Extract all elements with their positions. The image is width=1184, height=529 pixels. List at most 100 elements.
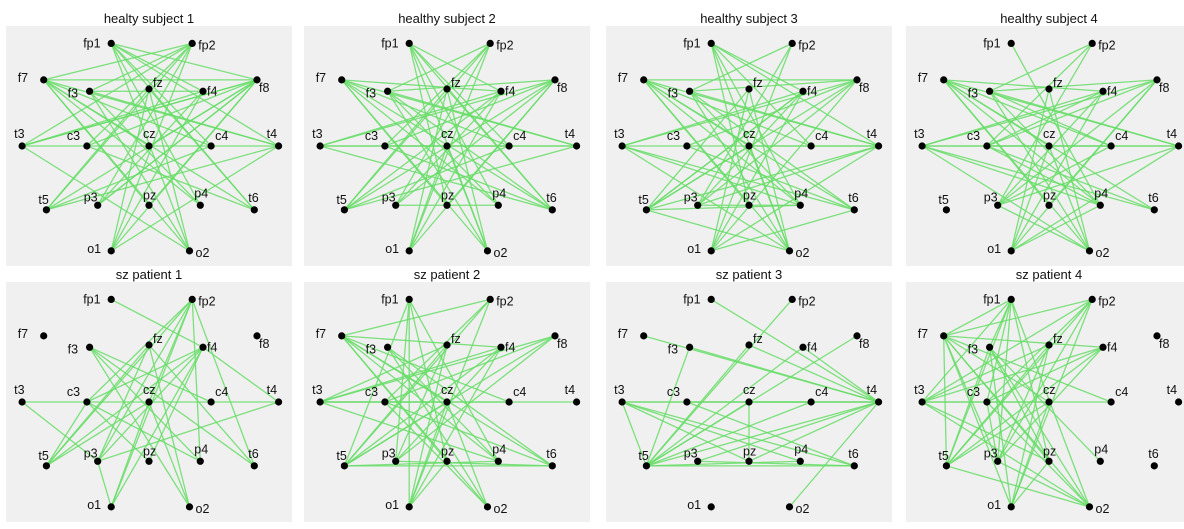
connection-edge [408, 145, 448, 252]
connection-edge [646, 90, 804, 211]
edge-group [21, 42, 279, 252]
electrode-node-c4 [807, 142, 815, 150]
electrode-label-t3: t3 [914, 383, 924, 397]
electrode-node-f8 [1153, 76, 1161, 84]
network-panel: sz patient 4 fp1 fp2 f7 f3 fz f4 f8 t3 c3 cz c4 t4 t5… [906, 267, 1184, 522]
connection-edge [986, 79, 1158, 147]
electrode-label-pz: pz [743, 188, 756, 202]
connection-edge [710, 42, 879, 147]
connection-edge [748, 401, 879, 462]
electrode-label-o1: o1 [987, 498, 1001, 512]
electrode-node-p4 [494, 457, 502, 465]
connection-edge [986, 42, 1093, 147]
connection-edge [1048, 88, 1091, 252]
electrode-node-fz [443, 341, 451, 349]
electrode-node-c3 [83, 398, 91, 406]
edge-group [921, 298, 1112, 508]
electrode-label-p3: p3 [684, 190, 698, 204]
electrode-label-c3: c3 [667, 385, 680, 399]
connection-edge [110, 90, 204, 252]
electrode-label-f8: f8 [859, 81, 869, 95]
electrode-node-pz [745, 457, 753, 465]
edge-group [621, 298, 880, 508]
electrode-label-f3: f3 [968, 342, 978, 356]
electrode-node-t6 [548, 462, 556, 470]
electrode-label-f3: f3 [366, 86, 376, 100]
electrode-node-t6 [850, 462, 858, 470]
connection-edge [97, 43, 193, 206]
connection-edge [46, 145, 212, 211]
electrode-node-p3 [392, 457, 400, 465]
connection-edge [408, 42, 502, 92]
electrode-node-c3 [983, 398, 991, 406]
electrode-node-cz [745, 398, 753, 406]
electrode-label-f4: f4 [505, 84, 515, 98]
electrode-label-cz: cz [441, 383, 454, 397]
electrode-label-cz: cz [143, 127, 156, 141]
connection-edge [697, 401, 879, 462]
connection-edge [986, 346, 1104, 403]
electrode-label-pz: pz [441, 188, 454, 202]
electrode-node-p3 [392, 201, 400, 209]
electrode-node-p4 [494, 201, 502, 209]
edge-group [21, 298, 279, 508]
electrode-node-t6 [250, 206, 258, 214]
connection-edge [748, 344, 879, 403]
connection-edge [110, 145, 279, 252]
electrode-node-o1 [107, 503, 115, 511]
electrode-label-f4: f4 [207, 340, 217, 354]
connection-edge [946, 401, 1050, 467]
electrode-node-p3 [994, 457, 1002, 465]
electrode-label-f8: f8 [1159, 337, 1169, 351]
electrode-label-fp2: fp2 [1098, 294, 1115, 308]
connection-edge [621, 145, 855, 211]
connection-edge [943, 79, 1112, 147]
electrode-node-o2 [185, 503, 194, 511]
connection-edge [997, 43, 1093, 206]
electrode-node-cz [1045, 398, 1053, 406]
connection-edge [748, 88, 791, 252]
connection-edge [45, 344, 150, 467]
connection-edge [986, 299, 1012, 403]
connection-edge [319, 346, 502, 403]
electrode-label-t5: t5 [638, 193, 648, 207]
electrode-label-t6: t6 [1148, 191, 1158, 205]
electrode-node-t3 [918, 142, 926, 150]
connection-edge [45, 88, 150, 211]
connection-edge [384, 79, 556, 147]
electrode-node-t6 [548, 206, 556, 214]
electrode-node-p3 [94, 201, 102, 209]
electrode-label-p3: p3 [382, 446, 396, 460]
connection-edge [341, 335, 502, 348]
electrode-node-f3 [384, 343, 392, 351]
connection-edge [319, 79, 556, 147]
connection-edge [1010, 145, 1050, 252]
electrode-node-t5 [340, 206, 348, 214]
connection-edge [646, 346, 804, 467]
electrode-node-fz [145, 85, 153, 93]
electrode-label-fp2: fp2 [198, 38, 215, 52]
electrode-label-cz: cz [1043, 383, 1056, 397]
electrode-node-fp1 [707, 39, 715, 48]
electrode-label-f3: f3 [68, 86, 78, 100]
electrode-label-t3: t3 [14, 383, 24, 397]
connection-edge [646, 209, 790, 252]
connection-edge [1010, 401, 1050, 508]
connection-edge [686, 79, 858, 147]
electrode-node-t5 [42, 462, 51, 470]
electrode-label-fp1: fp1 [983, 36, 1000, 50]
electrode-label-f3: f3 [68, 342, 78, 356]
electrode-node-fp1 [405, 39, 413, 48]
electrode-node-t4 [573, 398, 581, 406]
connection-edge [1010, 90, 1104, 252]
connection-edge [943, 335, 1104, 348]
electrode-label-t3: t3 [914, 127, 924, 141]
electrode-node-p4 [796, 201, 804, 209]
electrode-label-f8: f8 [557, 81, 567, 95]
connection-edge [191, 299, 255, 467]
connection-edge [395, 344, 448, 462]
connection-edge [643, 79, 750, 147]
electrode-label-c3: c3 [67, 129, 80, 143]
electrode-label-fp2: fp2 [798, 38, 815, 52]
electrode-node-o1 [1007, 503, 1015, 511]
